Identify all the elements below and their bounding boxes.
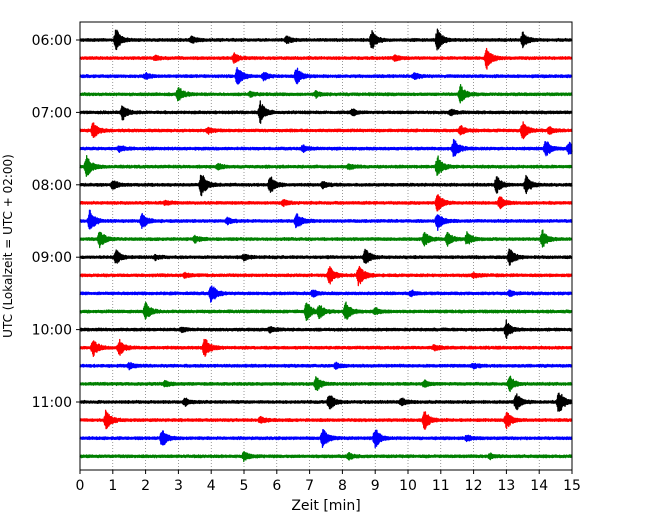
trace-layer — [79, 28, 573, 463]
trace-0745 — [79, 154, 573, 177]
trace-0915 — [79, 265, 573, 287]
x-tick-label: 13 — [497, 478, 515, 494]
trace-0815 — [79, 194, 573, 212]
x-tick-label: 5 — [240, 478, 249, 494]
trace-0900 — [79, 248, 573, 266]
trace-0715 — [79, 121, 573, 140]
x-tick-label: 9 — [371, 478, 380, 494]
x-axis: 0 1 2 3 4 5 6 7 8 9 10 11 12 13 14 15 — [76, 470, 581, 494]
x-tick-label: 0 — [76, 478, 85, 494]
trace-0700 — [79, 100, 573, 124]
trace-0645 — [79, 84, 573, 104]
y-tick-label: 08:00 — [32, 178, 72, 194]
trace-0615 — [79, 47, 573, 70]
trace-1130 — [79, 429, 573, 449]
trace-1045 — [79, 375, 573, 393]
y-tick-label: 06:00 — [32, 33, 72, 49]
trace-1000 — [79, 319, 573, 340]
x-tick-label: 10 — [399, 478, 417, 494]
trace-0630 — [79, 67, 573, 85]
x-tick-label: 1 — [108, 478, 117, 494]
y-tick-label: 11:00 — [32, 395, 72, 411]
trace-1145 — [79, 450, 573, 463]
trace-0730 — [79, 138, 573, 157]
y-tick-label: 07:00 — [32, 105, 72, 121]
trace-1115 — [79, 409, 573, 430]
trace-1030 — [79, 361, 573, 371]
trace-0845 — [79, 229, 573, 249]
x-tick-label: 7 — [305, 478, 314, 494]
x-tick-label: 15 — [563, 478, 581, 494]
x-tick-label: 11 — [432, 478, 450, 494]
x-tick-label: 3 — [174, 478, 183, 494]
trace-1100 — [79, 392, 573, 412]
y-tick-label: 09:00 — [32, 250, 72, 266]
x-tick-label: 8 — [338, 478, 347, 494]
x-tick-label: 12 — [465, 478, 483, 494]
trace-0800 — [79, 174, 573, 197]
x-axis-label: Zeit [min] — [291, 498, 360, 514]
x-tick-label: 2 — [141, 478, 150, 494]
x-tick-label: 4 — [207, 478, 216, 494]
trace-0600 — [79, 28, 573, 51]
x-tick-label: 6 — [272, 478, 281, 494]
trace-0930 — [79, 285, 573, 303]
plot-frame — [79, 21, 573, 471]
trace-1015 — [79, 338, 573, 357]
y-axis: 06:00 07:00 08:00 09:00 10:00 11:00 — [32, 33, 80, 411]
y-tick-label: 10:00 — [32, 323, 72, 339]
y-axis-label: UTC (Lokalzeit = UTC + 02:00) — [1, 154, 15, 338]
x-tick-label: 14 — [530, 478, 548, 494]
trace-0945 — [79, 301, 573, 321]
trace-0830 — [79, 209, 573, 232]
